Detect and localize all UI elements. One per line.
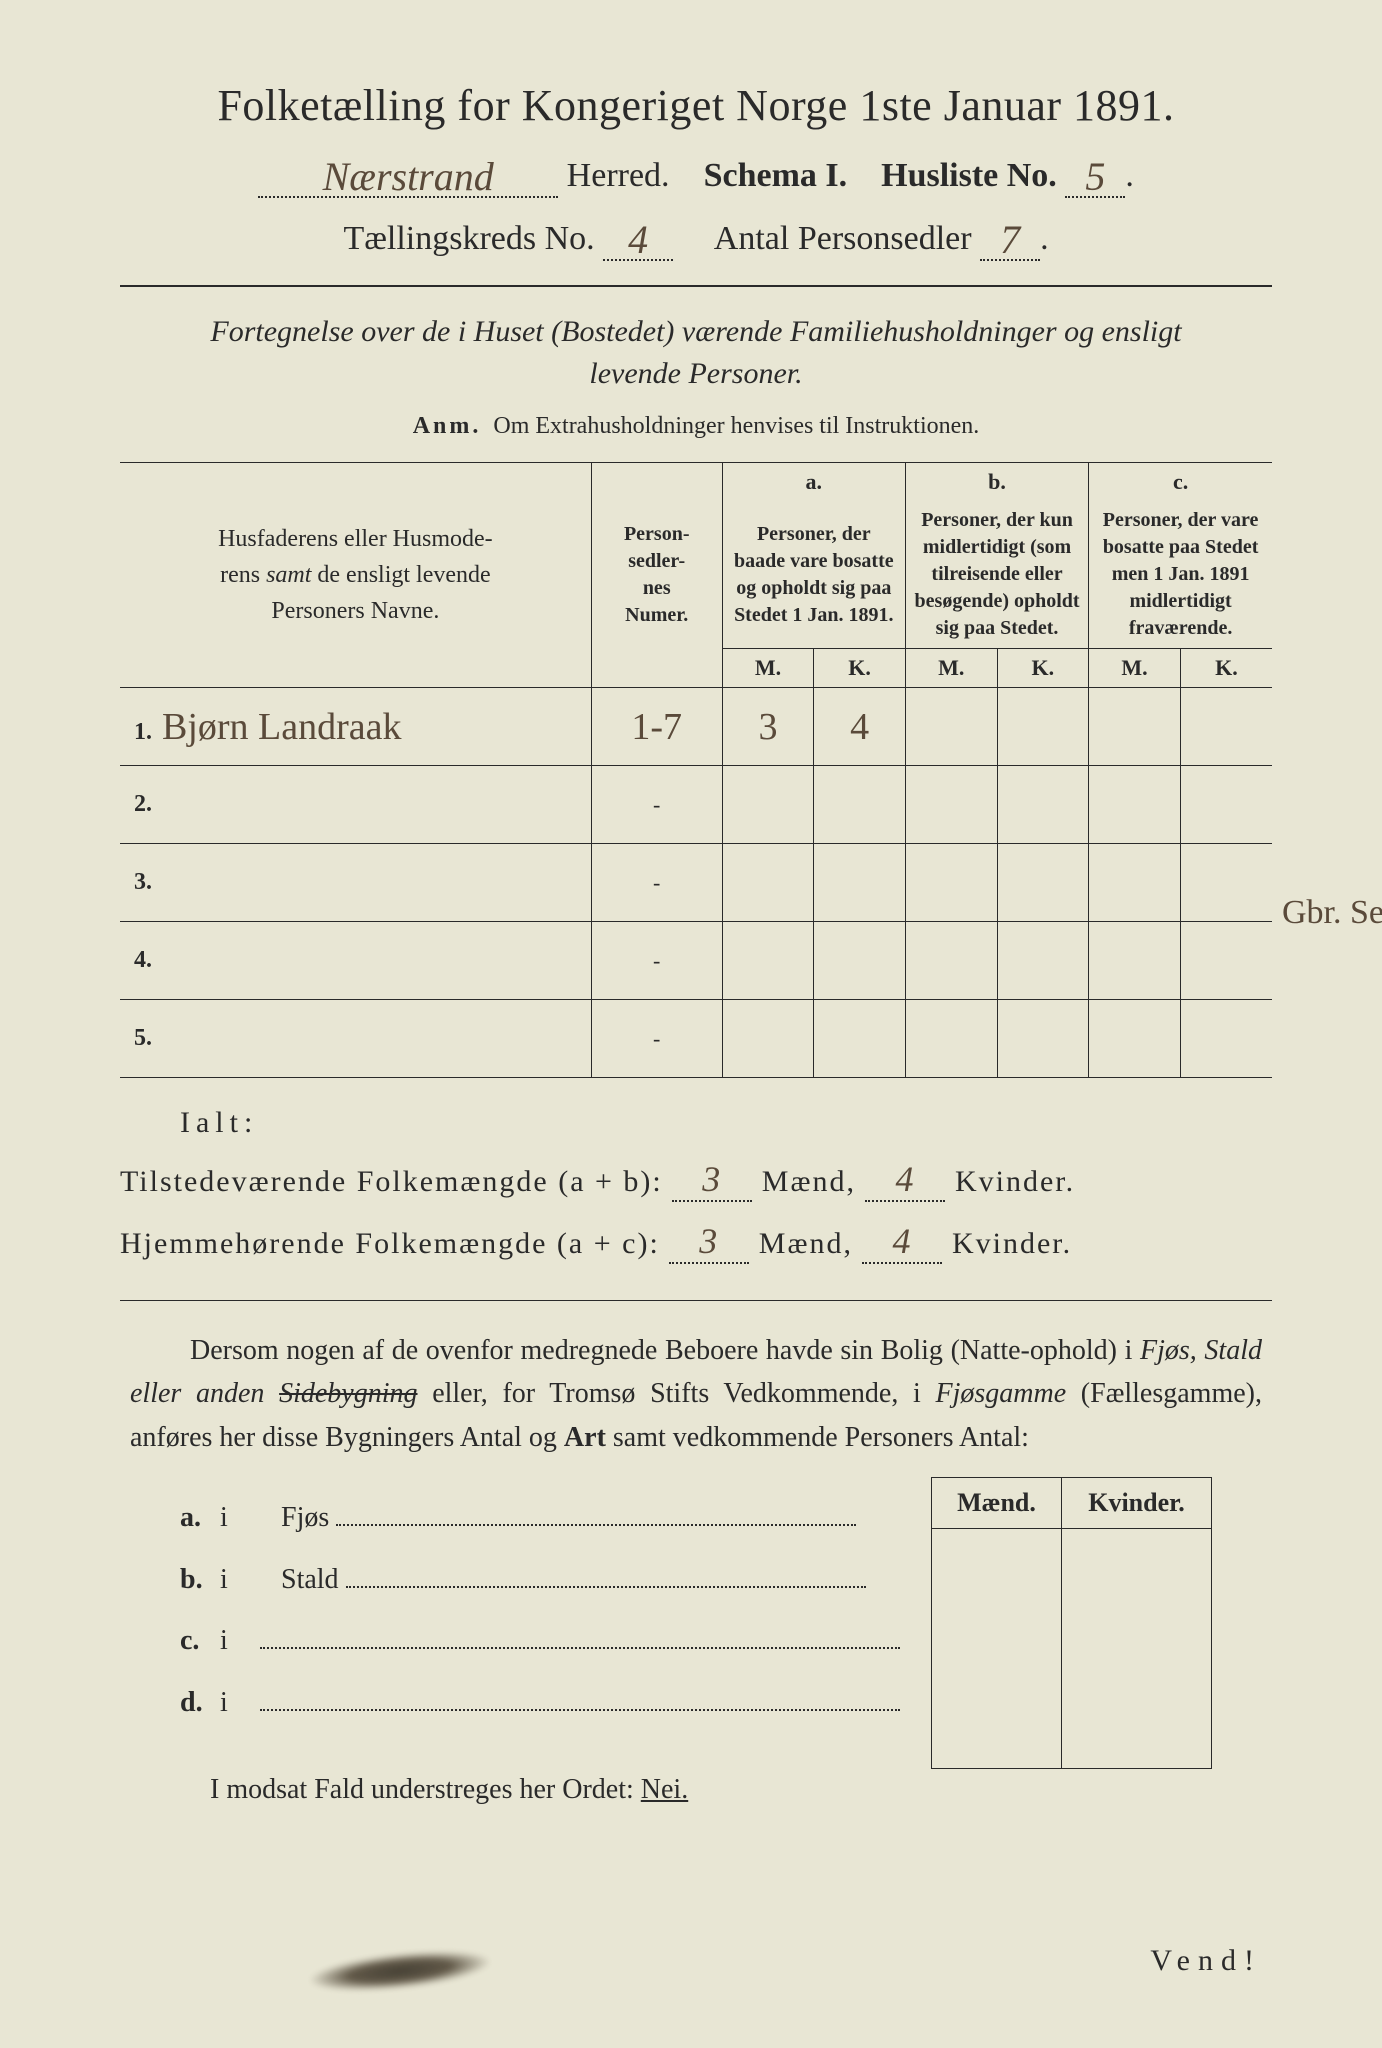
table-row: 4. - bbox=[120, 922, 1272, 1000]
col-b-text: Personer, der kun midlertidigt (som tilr… bbox=[905, 501, 1088, 649]
antal-label: Antal Personsedler bbox=[714, 220, 972, 257]
col-b-head: b. bbox=[905, 463, 1088, 502]
a-k: K. bbox=[814, 649, 906, 688]
kreds-label: Tællingskreds No. bbox=[343, 220, 594, 257]
ialt-block: Ialt: bbox=[180, 1106, 1272, 1140]
row1-name: Bjørn Landraak bbox=[162, 706, 402, 748]
margin-note: Gbr. Selv. bbox=[1282, 894, 1382, 932]
anm-bold: Anm. bbox=[413, 413, 482, 439]
divider-2 bbox=[120, 1300, 1272, 1301]
antal-value: 7 bbox=[1000, 217, 1020, 262]
col-a-head: a. bbox=[722, 463, 905, 502]
main-table: Husfaderens eller Husmode-rens samt de e… bbox=[120, 462, 1272, 1078]
ialt-label: Ialt: bbox=[180, 1106, 258, 1139]
header-line-1: Nærstrand Herred. Schema I. Husliste No.… bbox=[120, 149, 1272, 198]
totals-line-1: Tilstedeværende Folkemængde (a + b): 3 M… bbox=[120, 1158, 1272, 1202]
main-table-wrap: Husfaderens eller Husmode-rens samt de e… bbox=[120, 462, 1272, 1078]
husliste-label: Husliste No. bbox=[881, 157, 1057, 194]
table-row: 3. - bbox=[120, 844, 1272, 922]
subtitle: Fortegnelse over de i Huset (Bostedet) v… bbox=[180, 311, 1212, 395]
divider-1 bbox=[120, 285, 1272, 287]
col-c-text: Personer, der vare bosatte paa Stedet me… bbox=[1089, 501, 1272, 649]
census-form-page: Folketælling for Kongeriget Norge 1ste J… bbox=[0, 0, 1382, 2048]
b-k: K. bbox=[997, 649, 1089, 688]
table-row: 2. - bbox=[120, 766, 1272, 844]
bolig-paragraph: Dersom nogen af de ovenfor medregnede Be… bbox=[130, 1329, 1262, 1459]
kreds-value: 4 bbox=[628, 217, 648, 262]
husliste-value: 5 bbox=[1085, 154, 1105, 199]
table-row: 1.Bjørn Landraak 1-7 3 4 bbox=[120, 688, 1272, 766]
header-line-2: Tællingskreds No. 4 Antal Personsedler 7… bbox=[120, 212, 1272, 261]
col-c-head: c. bbox=[1089, 463, 1272, 502]
main-title: Folketælling for Kongeriget Norge 1ste J… bbox=[217, 81, 1174, 130]
nei-line: I modsat Fald understreges her Ordet: Ne… bbox=[210, 1774, 1272, 1806]
b-m: M. bbox=[905, 649, 997, 688]
schema-label: Schema I. bbox=[704, 157, 848, 194]
mk-wrap: Mænd. Kvinder. a.i Fjøs b.i Stald c.i d.… bbox=[120, 1487, 1272, 1733]
herred-label: Herred. bbox=[567, 157, 670, 194]
col-numer: Person-sedler-nesNumer. bbox=[591, 463, 722, 688]
anm-text: Om Extrahusholdninger henvises til Instr… bbox=[493, 413, 979, 439]
anm-line: Anm. Om Extrahusholdninger henvises til … bbox=[120, 413, 1272, 440]
vend-label: Vend! bbox=[1150, 1944, 1262, 1978]
c-m: M. bbox=[1089, 649, 1181, 688]
mk-table: Mænd. Kvinder. bbox=[931, 1477, 1212, 1769]
table-row: 5. - bbox=[120, 1000, 1272, 1078]
c-k: K. bbox=[1180, 649, 1272, 688]
totals-line-2: Hjemmehørende Folkemængde (a + c): 3 Mæn… bbox=[120, 1220, 1272, 1264]
ink-smudge bbox=[309, 1945, 492, 1998]
mk-m: Mænd. bbox=[932, 1478, 1062, 1529]
col-a-text: Personer, der baade vare bosatte og opho… bbox=[722, 501, 905, 649]
herred-value: Nærstrand bbox=[323, 154, 494, 199]
col-names: Husfaderens eller Husmode-rens samt de e… bbox=[120, 463, 591, 688]
title-row: Folketælling for Kongeriget Norge 1ste J… bbox=[120, 80, 1272, 131]
mk-k: Kvinder. bbox=[1062, 1478, 1212, 1529]
a-m: M. bbox=[722, 649, 814, 688]
